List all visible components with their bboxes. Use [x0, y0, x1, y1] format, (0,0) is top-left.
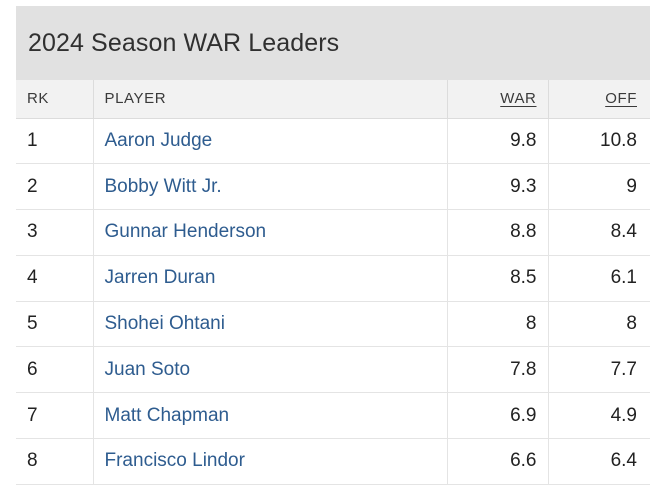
off-cell: 9	[548, 163, 650, 211]
table-row: 6 Juan Soto 7.8 7.7	[16, 346, 650, 394]
left-gutter	[0, 0, 16, 485]
player-cell: Juan Soto	[93, 346, 448, 394]
player-cell: Matt Chapman	[93, 392, 448, 440]
player-link[interactable]: Matt Chapman	[104, 404, 230, 426]
table-row: 7 Matt Chapman 6.9 4.9	[16, 392, 650, 440]
player-link[interactable]: Jarren Duran	[104, 267, 216, 289]
off-cell: 6.1	[548, 255, 650, 302]
column-header-player: PLAYER	[93, 80, 448, 119]
rank-cell: 5	[16, 301, 94, 348]
off-cell: 10.8	[548, 118, 650, 165]
table-row: 3 Gunnar Henderson 8.8 8.4	[16, 209, 650, 256]
player-cell: Gunnar Henderson	[93, 209, 448, 256]
table-row: 4 Jarren Duran 8.5 6.1	[16, 255, 650, 302]
player-link[interactable]: Juan Soto	[104, 358, 191, 380]
war-cell: 6.6	[447, 438, 549, 485]
column-header-war-sort[interactable]: WAR	[447, 80, 549, 119]
top-strip	[0, 0, 650, 6]
rank-cell: 2	[16, 163, 94, 211]
column-header-rk: RK	[16, 80, 94, 119]
war-cell: 7.8	[447, 346, 549, 394]
table-row: 2 Bobby Witt Jr. 9.3 9	[16, 163, 650, 211]
off-cell: 7.7	[548, 346, 650, 394]
rank-cell: 3	[16, 209, 94, 256]
rank-cell: 7	[16, 392, 94, 440]
rank-cell: 4	[16, 255, 94, 302]
player-link[interactable]: Bobby Witt Jr.	[104, 175, 222, 197]
off-cell: 6.4	[548, 438, 650, 485]
table-row: 1 Aaron Judge 9.8 10.8	[16, 118, 650, 165]
player-link[interactable]: Aaron Judge	[104, 129, 213, 151]
column-header-off-sort[interactable]: OFF	[548, 80, 650, 119]
war-leaders-card: 2024 Season WAR Leaders RK PLAYER WAR OF…	[16, 6, 650, 485]
war-cell: 9.3	[447, 163, 549, 211]
war-cell: 8.8	[447, 209, 549, 256]
header-row: RK PLAYER WAR OFF	[16, 80, 650, 119]
player-cell: Shohei Ohtani	[93, 301, 448, 348]
war-cell: 9.8	[447, 118, 549, 165]
table-row: 8 Francisco Lindor 6.6 6.4	[16, 438, 650, 485]
rank-cell: 6	[16, 346, 94, 394]
player-link[interactable]: Gunnar Henderson	[104, 221, 267, 243]
rank-cell: 1	[16, 118, 94, 165]
player-cell: Jarren Duran	[93, 255, 448, 302]
off-cell: 4.9	[548, 392, 650, 440]
table-title: 2024 Season WAR Leaders	[28, 28, 340, 57]
player-cell: Aaron Judge	[93, 118, 448, 165]
title-bar: 2024 Season WAR Leaders	[16, 6, 650, 80]
war-cell: 8	[447, 301, 549, 348]
table-row: 5 Shohei Ohtani 8 8	[16, 301, 650, 348]
off-cell: 8	[548, 301, 650, 348]
off-cell: 8.4	[548, 209, 650, 256]
player-cell: Francisco Lindor	[93, 438, 448, 485]
war-leaders-table: RK PLAYER WAR OFF 1 Aaron Judge 9.8 10.8…	[16, 80, 650, 485]
rank-cell: 8	[16, 438, 94, 485]
war-cell: 6.9	[447, 392, 549, 440]
player-link[interactable]: Francisco Lindor	[104, 450, 245, 472]
war-cell: 8.5	[447, 255, 549, 302]
player-cell: Bobby Witt Jr.	[93, 163, 448, 211]
player-link[interactable]: Shohei Ohtani	[104, 313, 225, 335]
